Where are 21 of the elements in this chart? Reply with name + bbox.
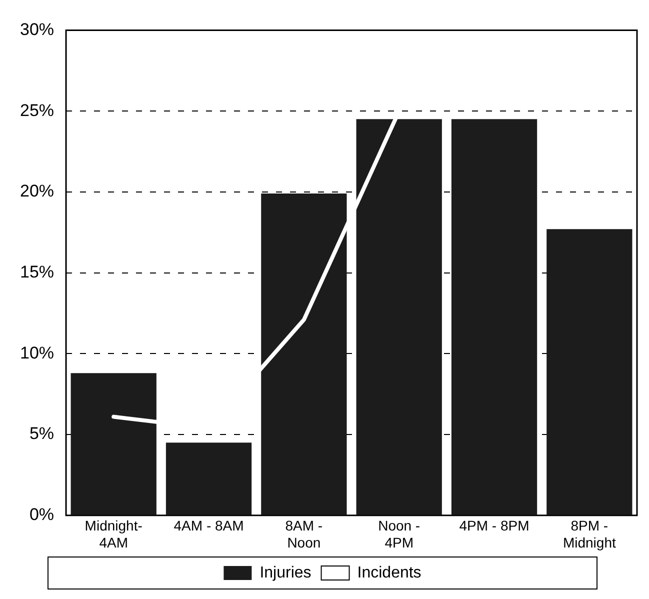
x-tick-label: 8PM - Midnight [562,518,616,550]
y-tick-label: 15% [20,262,54,282]
x-tick-label: 8AM - Noon [285,518,323,550]
y-tick-label: 25% [20,100,54,120]
x-tick-label: 4AM - 8AM [174,518,244,534]
bar [451,119,538,515]
y-tick-label: 20% [20,182,54,201]
bar [166,442,252,515]
x-tick-label: Midnight- 4AM [84,518,143,550]
y-tick-label: 5% [29,424,54,444]
x-tick-label: Noon - 4PM [378,518,420,550]
bar [356,119,442,515]
y-tick-label: 10% [20,343,54,362]
bar [70,373,156,515]
y-tick-label: 0% [29,505,54,524]
legend-label: Incidents [357,564,422,582]
legend-label: Injuries [260,564,312,582]
bar [261,194,347,515]
y-tick-label: 30% [20,20,54,39]
bar [546,229,632,515]
x-tick-label: 4PM - 8PM [459,518,530,534]
